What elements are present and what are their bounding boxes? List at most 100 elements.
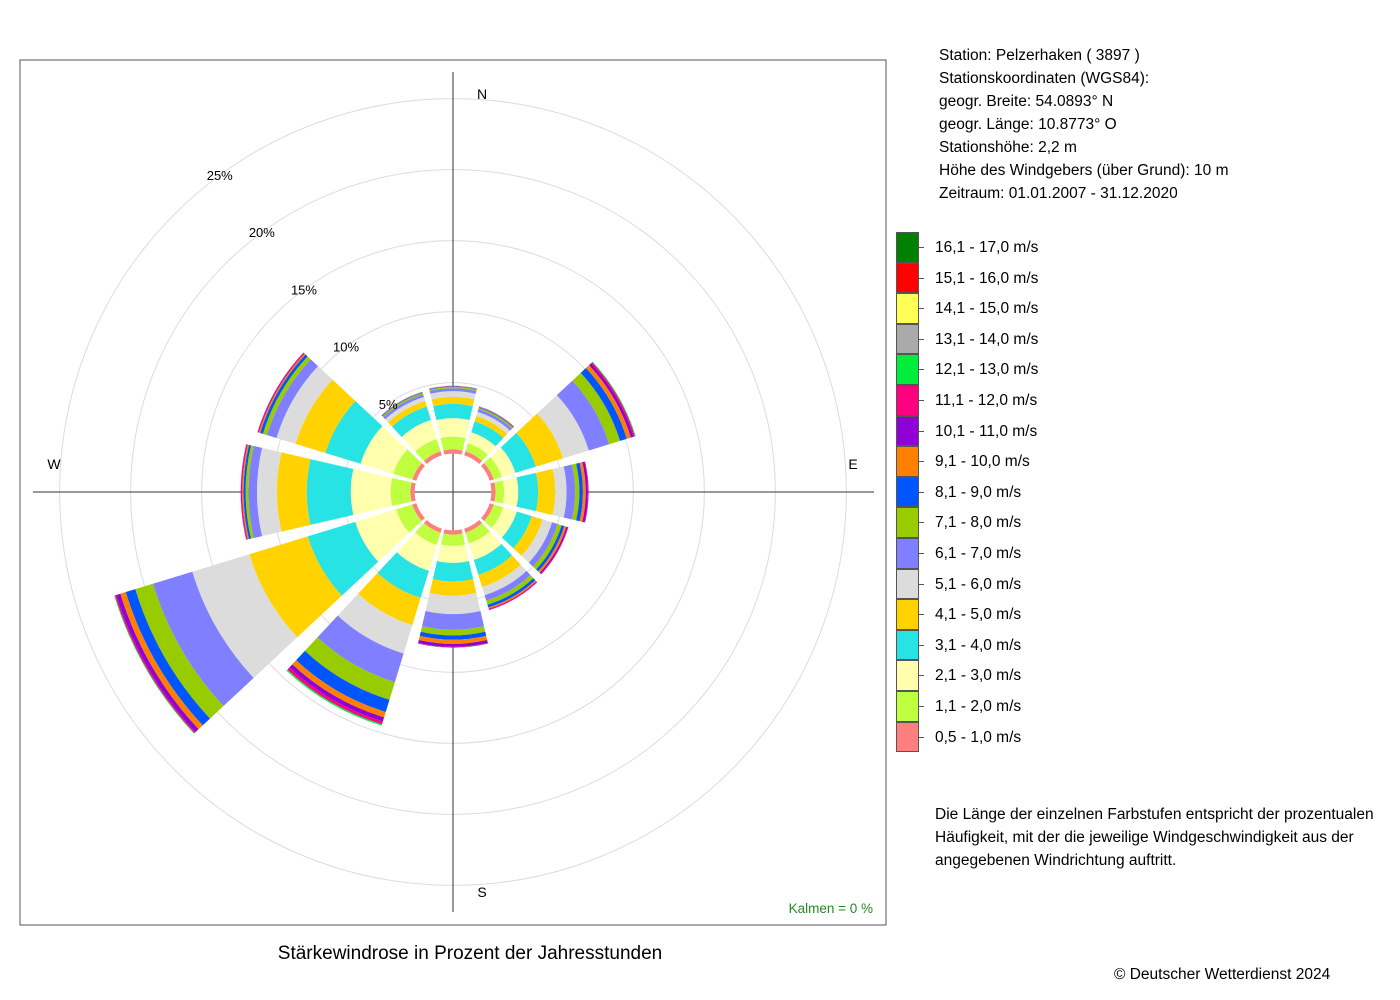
legend-swatch (896, 415, 919, 447)
sector-segment (572, 372, 621, 445)
sector-segment (478, 407, 514, 429)
sector-segment (443, 449, 463, 455)
legend-item: 12,1 - 13,0 m/s (896, 354, 1096, 385)
sector-segment (478, 555, 521, 588)
sector-segment (382, 392, 424, 418)
legend-item: 15,1 - 16,0 m/s (896, 262, 1096, 294)
sector-segment (576, 462, 583, 522)
sector-segment (443, 529, 463, 535)
legend-label: 1,1 - 2,0 m/s (935, 698, 1022, 715)
sector-segment (474, 415, 508, 438)
legend-item: 10,1 - 11,0 m/s (896, 415, 1096, 447)
sector-segment (579, 462, 586, 522)
legend-label: 0,5 - 1,0 m/s (935, 728, 1022, 746)
radial-tick-label: 25% (207, 168, 233, 183)
radial-tick-label: 15% (291, 282, 317, 297)
sector-segment (429, 386, 477, 390)
sector-segment (431, 396, 475, 407)
legend-item: 13,1 - 14,0 m/s (896, 323, 1096, 355)
sector-segment (436, 418, 470, 439)
sector-210 (286, 520, 442, 726)
legend-label: 3,1 - 4,0 m/s (935, 636, 1022, 654)
station-latitude: geogr. Breite: 54.0893° N (939, 93, 1114, 110)
sector-segment (325, 400, 383, 464)
sector-segment (429, 386, 477, 391)
sector-segment (415, 439, 441, 461)
sector-segment (383, 394, 424, 420)
sector-segment (266, 359, 318, 439)
sector-segment (494, 480, 505, 504)
sector-segment (276, 452, 311, 532)
sector-segment (484, 570, 531, 601)
sector-segment (396, 532, 437, 571)
sector-segment (481, 462, 494, 481)
legend-tick (919, 400, 924, 401)
station-elevation: Stationshöhe: 2,2 m (939, 139, 1077, 156)
legend-label: 8,1 - 9,0 m/s (935, 483, 1022, 501)
sector-segment (262, 356, 311, 436)
sector-segment (539, 526, 568, 574)
sector-segment (358, 573, 421, 626)
radial-tick-label: 20% (249, 225, 275, 240)
legend-swatch (896, 599, 919, 630)
sector-segment (418, 642, 488, 648)
sector-segment (395, 504, 422, 533)
sector-270 (240, 444, 416, 540)
sector-segment (125, 589, 210, 726)
legend-label: 6,1 - 7,0 m/s (935, 545, 1022, 562)
sector-segment (355, 509, 410, 562)
sector-segment (245, 445, 254, 539)
sector-segment (467, 432, 496, 455)
station-coords-heading: Stationskoordinaten (WGS84): (939, 70, 1150, 87)
legend-label: 15,1 - 16,0 m/s (935, 269, 1039, 287)
legend-swatch (896, 446, 919, 477)
sector-segment (337, 593, 413, 654)
sector-segment (571, 463, 580, 521)
sector-0 (429, 385, 477, 455)
sector-segment (471, 421, 504, 447)
sector-segment (257, 447, 282, 537)
sector-segment (360, 426, 408, 474)
sector-segment (528, 522, 558, 567)
legend-label: 2,1 - 3,0 m/s (935, 667, 1022, 685)
copyright: © Deutscher Wetterdienst 2024 (1114, 966, 1331, 983)
sector-segment (487, 578, 536, 608)
sector-segment (476, 411, 511, 434)
time-period: Zeitraum: 01.01.2007 - 31.12.2020 (939, 185, 1178, 202)
sector-segment (422, 610, 484, 630)
sector-segment (552, 466, 567, 518)
sector-segment (429, 579, 477, 596)
legend-item: 8,1 - 9,0 m/s (896, 476, 1096, 508)
sector-segment (391, 406, 431, 437)
sector-segment (488, 580, 537, 609)
sector-segment (410, 482, 416, 502)
explanation-note: Die Länge der einzelnen Farbstufen entsp… (935, 806, 1374, 869)
sector-segment (242, 444, 249, 540)
sector-300 (257, 352, 425, 481)
legend-item: 2,1 - 3,0 m/s (896, 660, 1096, 691)
legend-swatch (896, 385, 919, 416)
sector-segment (464, 520, 483, 533)
sector-330 (381, 391, 442, 464)
sector-segment (412, 503, 425, 522)
sector-segment (390, 477, 412, 507)
legend-tick (919, 522, 924, 524)
station-name: Station: Pelzerhaken ( 3897 ) (939, 47, 1140, 64)
station-longitude: geogr. Länge: 10.8773° O (939, 116, 1117, 133)
sector-segment (491, 507, 517, 538)
plot-frame (19, 59, 887, 926)
sector-segment (502, 477, 519, 507)
sector-60 (481, 361, 636, 481)
sector-segment (418, 640, 488, 647)
sector-segment (556, 380, 610, 451)
legend-tick (919, 644, 924, 646)
legend-tick (919, 675, 924, 677)
sector-segment (465, 523, 490, 544)
legend-swatch (896, 660, 919, 691)
sector-segment (425, 593, 481, 615)
radial-tick-label: 10% (333, 340, 359, 355)
compass-axes (33, 72, 874, 912)
sector-segment (423, 520, 442, 533)
sector-240 (114, 503, 425, 734)
chart-title: Stärkewindrose in Prozent der Jahresstun… (277, 943, 663, 964)
